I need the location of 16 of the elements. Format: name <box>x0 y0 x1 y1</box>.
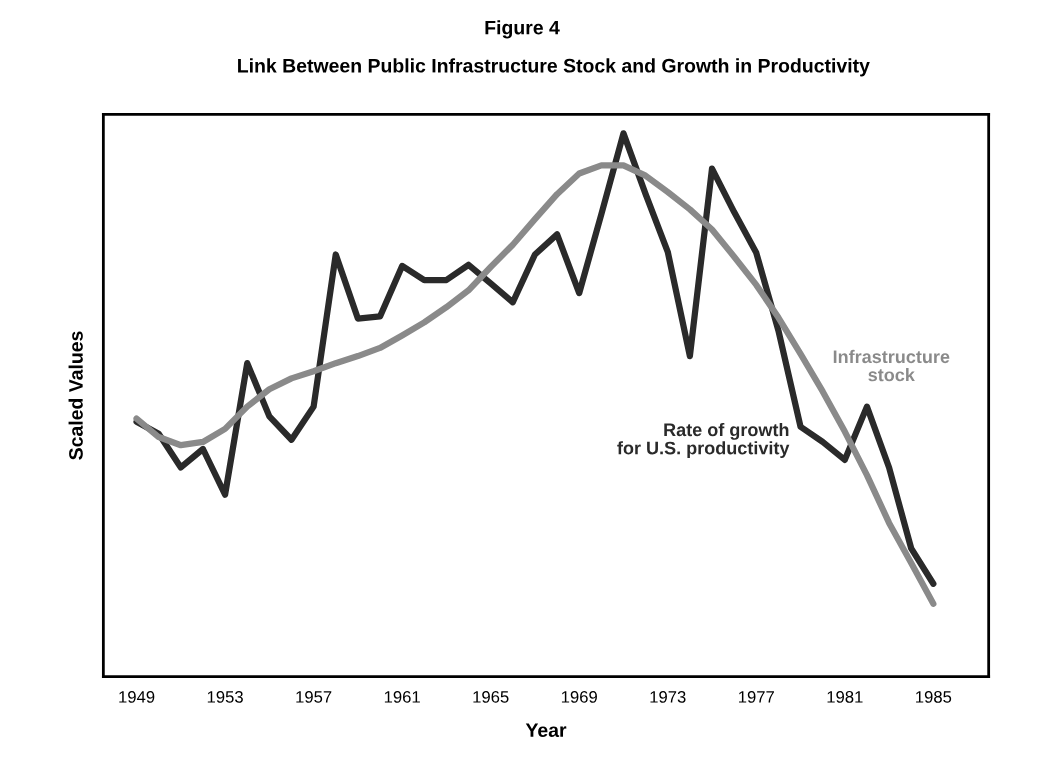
x-tick-label: 1949 <box>119 690 155 703</box>
x-tick-label: 1965 <box>473 690 509 703</box>
x-tick-label: 1981 <box>827 690 863 703</box>
x-tick-label: 1973 <box>650 690 686 703</box>
series-label: Rate of growth for U.S. productivity <box>617 422 790 458</box>
x-tick-label: 1953 <box>207 690 243 703</box>
x-tick-label: 1961 <box>384 690 420 703</box>
x-tick-label: 1977 <box>739 690 774 703</box>
chart-title: Figure 4 <box>485 20 560 39</box>
x-tick-label: 1957 <box>296 690 332 703</box>
y-axis-title: Scaled Values <box>68 331 83 460</box>
x-axis-title: Year <box>525 723 567 738</box>
x-tick-label: 1985 <box>916 690 952 703</box>
chart-subtitle: Link Between Public Infrastructure Stock and Growth in Productivity <box>238 58 870 77</box>
x-tick-label: 1969 <box>561 690 597 703</box>
series-label: Infrastructure stock <box>833 349 950 382</box>
